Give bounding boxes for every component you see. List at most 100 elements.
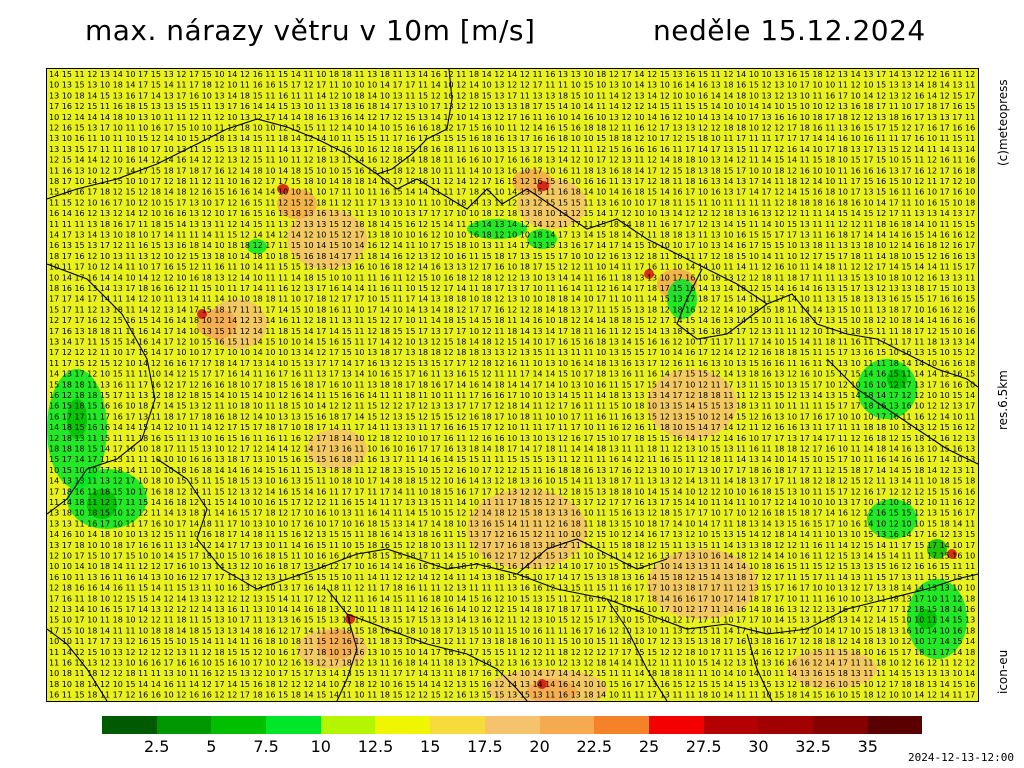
legend-swatch <box>320 716 376 734</box>
gust-value-row: 12 18 13 11 15 11 11 18 16 15 11 13 10 1… <box>49 434 978 443</box>
legend-tick: 2.5 <box>143 737 170 756</box>
model-run-timestamp: 2024-12-13-12:00 <box>908 751 1014 764</box>
gust-value-row: 16 10 11 13 16 11 16 14 13 10 16 12 17 1… <box>49 573 978 582</box>
legend-tick: 22.5 <box>576 737 613 756</box>
legend-tick: 17.5 <box>467 737 503 756</box>
gust-value-row: 15 18 18 11 13 16 11 17 16 12 17 12 16 1… <box>49 380 978 389</box>
gust-value-row: 18 17 16 12 10 13 11 13 12 10 12 15 13 1… <box>49 252 978 261</box>
gust-field-area <box>467 219 527 239</box>
legend-tick: 7.5 <box>253 737 279 756</box>
gust-value-row: 15 16 16 17 18 12 15 12 18 14 18 12 16 1… <box>49 188 978 197</box>
legend-swatch <box>812 716 868 734</box>
gust-value-row: 16 12 18 18 15 17 11 13 12 18 12 18 15 1… <box>49 391 978 400</box>
legend-swatch <box>484 716 540 734</box>
gust-value-row: 14 13 13 11 13 12 17 10 18 10 15 15 11 1… <box>49 477 978 486</box>
gust-field-area <box>947 549 957 559</box>
gust-value-row: 11 15 12 10 16 17 10 12 10 15 17 13 10 1… <box>49 198 978 207</box>
gust-field-area <box>537 181 549 191</box>
gust-field-area <box>667 279 697 319</box>
gust-field-area <box>277 184 289 194</box>
gust-value-row: 10 10 14 10 18 14 11 12 12 17 16 10 13 1… <box>49 562 978 571</box>
gust-field-area <box>647 369 737 439</box>
gust-value-row: 14 18 15 16 16 14 14 15 14 12 10 11 14 1… <box>49 423 978 432</box>
gust-value-row: 15 17 11 12 13 18 11 14 12 13 14 17 15 1… <box>49 305 978 314</box>
gust-value-row: 10 12 14 14 14 18 10 13 10 11 11 12 11 1… <box>49 113 978 122</box>
gust-value-row: 13 18 10 18 15 10 12 12 11 14 13 18 11 1… <box>49 509 978 518</box>
legend-tick: 20 <box>529 737 550 756</box>
gust-field-area <box>67 399 87 439</box>
gust-field-area <box>927 539 947 559</box>
color-scale-legend <box>102 716 923 734</box>
legend-tick: 30 <box>748 737 769 756</box>
legend-swatch <box>539 716 595 734</box>
gust-value-row: 12 16 15 13 17 10 11 10 16 17 15 10 10 1… <box>49 124 978 133</box>
wind-gust-map: 14 15 11 12 13 14 10 17 15 13 12 17 15 1… <box>46 68 979 702</box>
legend-swatch <box>703 716 759 734</box>
forecast-date: neděle 15.12.2024 <box>653 14 926 47</box>
gust-value-row: 10 18 11 18 12 12 18 11 11 13 10 11 16 1… <box>49 669 978 678</box>
legend-tick: 35 <box>857 737 878 756</box>
model-label: icon-eu <box>996 649 1010 694</box>
gust-value-row: 18 16 16 13 14 13 17 18 16 16 12 11 15 1… <box>49 284 978 293</box>
border-lines <box>47 69 978 701</box>
gust-value-row: 13 17 18 10 10 18 17 16 16 11 13 14 12 1… <box>49 541 978 550</box>
map-title: max. nárazy větru v 10m [m/s] <box>85 14 536 47</box>
gust-value-row: 14 13 17 12 10 15 11 11 10 14 12 15 17 1… <box>49 370 978 379</box>
legend-tick: 25 <box>638 737 660 756</box>
gust-value-row: 10 10 11 17 17 13 12 16 15 15 10 15 14 1… <box>49 637 978 646</box>
gust-value-row: 17 18 16 11 18 15 10 17 16 18 12 14 11 1… <box>49 487 978 496</box>
gust-value-row: 16 14 16 12 13 12 14 12 10 16 16 13 12 1… <box>49 209 978 218</box>
gust-field-area <box>867 499 917 539</box>
gust-value-row: 15 17 14 17 11 13 11 11 10 10 10 16 16 1… <box>49 455 978 464</box>
gust-field-area <box>317 629 357 659</box>
legend-tick: 27.5 <box>685 737 722 756</box>
gust-field-area <box>197 309 237 339</box>
legend-swatch <box>430 716 485 734</box>
gust-value-row: 13 10 16 11 10 11 10 15 12 14 10 15 17 1… <box>49 134 978 143</box>
legend-swatch <box>594 716 649 734</box>
gust-value-row: 11 16 12 13 12 13 10 16 16 17 16 16 10 1… <box>49 659 978 668</box>
gust-value-row: 12 13 14 10 16 15 17 14 13 12 12 12 14 1… <box>49 605 978 614</box>
gust-value-row: 10 13 15 13 10 18 14 17 15 14 11 17 18 1… <box>49 81 978 90</box>
gust-value-row: 18 17 10 14 11 15 10 10 17 12 18 11 12 1… <box>49 177 978 186</box>
gust-value-row: 11 16 13 10 12 17 14 17 15 18 17 18 17 1… <box>49 166 978 175</box>
gust-field-area <box>644 269 654 279</box>
gust-value-row: 12 15 14 14 12 10 16 14 12 14 16 14 12 1… <box>49 156 978 165</box>
gust-value-row: 16 15 18 15 16 16 10 18 17 14 15 13 12 1… <box>49 402 978 411</box>
gust-value-row: 14 16 10 14 18 10 10 13 12 15 11 10 16 1… <box>49 530 978 539</box>
gust-value-row: 17 12 12 12 11 10 17 15 14 17 10 10 17 1… <box>49 348 978 357</box>
legend-swatch <box>102 716 157 734</box>
gust-value-row: 13 10 18 14 15 13 16 17 14 13 17 16 10 1… <box>49 91 978 100</box>
gust-value-grid: 14 15 11 12 13 14 10 17 15 13 12 17 15 1… <box>49 70 978 700</box>
gust-value-row: 12 18 16 16 14 16 11 15 14 11 15 13 11 1… <box>49 584 978 593</box>
legend-swatch <box>867 716 923 734</box>
gust-value-row: 10 14 17 16 14 14 10 14 12 12 10 16 18 1… <box>49 273 978 282</box>
gust-value-row: 18 10 18 14 12 10 15 14 14 16 11 14 12 1… <box>49 680 978 689</box>
gust-field-area <box>307 429 367 469</box>
gust-value-row: 10 15 10 10 17 18 14 11 10 10 18 16 18 1… <box>49 466 978 475</box>
gust-field-area <box>277 189 317 219</box>
gust-value-row: 16 11 15 18 11 17 12 16 16 10 12 16 16 1… <box>49 691 978 700</box>
gust-field-area <box>87 489 117 519</box>
gust-field-layer <box>47 169 967 701</box>
gust-value-row: 12 10 17 15 10 17 15 10 10 14 15 17 18 1… <box>49 552 978 561</box>
legend-tick: 12.5 <box>357 737 394 756</box>
resolution-label: res.6.5km <box>996 370 1010 430</box>
legend-swatch <box>758 716 813 734</box>
gust-value-row: 18 18 18 15 14 17 16 10 18 17 11 15 13 1… <box>49 445 978 454</box>
gust-value-row: 11 14 18 11 12 17 11 15 14 16 18 12 11 1… <box>49 498 978 507</box>
gust-value-row: 17 17 14 17 14 11 14 12 10 11 13 14 11 1… <box>49 295 978 304</box>
gust-value-row: 16 13 15 13 17 12 11 16 15 13 16 18 14 1… <box>49 241 978 250</box>
gust-value-row: 11 17 15 12 15 12 10 14 12 16 16 17 17 1… <box>49 359 978 368</box>
gust-value-row: 15 10 17 10 11 18 10 12 12 11 18 11 15 1… <box>49 616 978 625</box>
legend-swatch <box>648 716 704 734</box>
gust-value-row: 10 11 17 10 12 14 11 10 17 16 15 12 11 1… <box>49 263 978 272</box>
legend-tick: 10 <box>310 737 331 756</box>
gust-field-area <box>467 489 587 569</box>
legend-tick: 32.5 <box>795 737 831 756</box>
gust-field-area <box>537 679 547 689</box>
gust-value-row: 17 16 13 18 18 11 11 16 14 17 14 10 13 1… <box>49 327 978 336</box>
gust-value-row: 17 16 11 18 10 12 15 15 14 12 14 13 13 1… <box>49 594 978 603</box>
gust-value-row: 14 17 13 14 13 10 18 10 17 14 11 11 14 1… <box>49 231 978 240</box>
legend-swatch <box>156 716 212 734</box>
